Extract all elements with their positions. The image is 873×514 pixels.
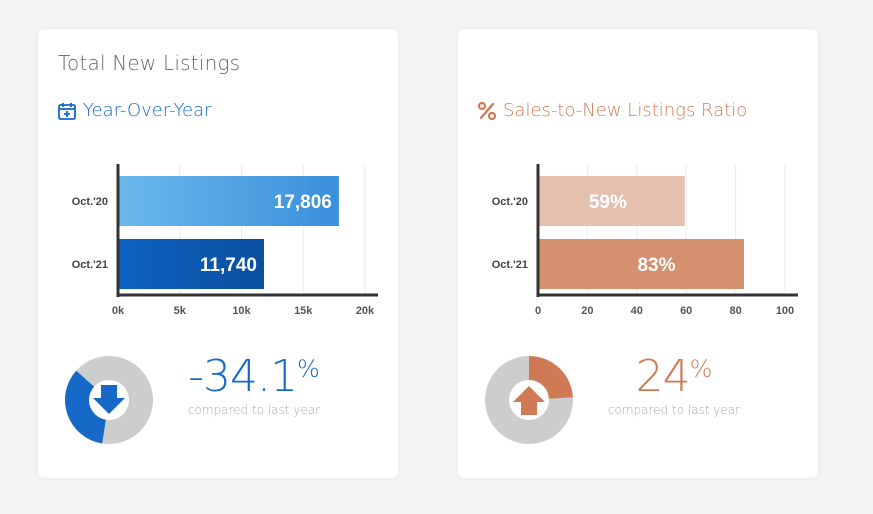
sales-ratio-card: Sales-to-New Listings Ratio Oct.'20 59% Oc… bbox=[458, 29, 818, 478]
category-label: Oct.'20 bbox=[492, 196, 528, 208]
change-number: 24 bbox=[635, 351, 691, 402]
change-gauge bbox=[485, 356, 573, 444]
change-unit: % bbox=[689, 355, 713, 383]
tick-label: 0 bbox=[535, 305, 541, 317]
tick-label: 20 bbox=[581, 305, 593, 317]
tick-label: 80 bbox=[729, 305, 741, 317]
gauge-fill bbox=[65, 370, 109, 444]
tick-label: 100 bbox=[776, 305, 794, 317]
tick-label: 0k bbox=[112, 305, 125, 317]
change-value: 24% bbox=[594, 351, 754, 402]
tick-label: 5k bbox=[174, 305, 187, 317]
tick-label: 20k bbox=[356, 305, 375, 317]
value-label: 17,806 bbox=[274, 192, 332, 213]
card-title: Total New Listings bbox=[58, 51, 241, 75]
arrow-up-icon bbox=[513, 386, 545, 415]
tick-label: 10k bbox=[232, 305, 251, 317]
total-new-listings-card: Total New Listings Year-Over-Year Oct.'2… bbox=[38, 29, 398, 478]
sales-ratio-bar-chart: Oct.'20 59% Oct.'21 83% 0 20 40 60 80 100 bbox=[492, 164, 798, 317]
tick-label: 60 bbox=[680, 305, 692, 317]
change-gauge bbox=[65, 356, 153, 444]
arrow-down-icon bbox=[93, 385, 125, 414]
subtitle: Sales-to-New Listings Ratio bbox=[477, 100, 747, 121]
calendar-plus-icon bbox=[58, 102, 76, 120]
change-number: -34.1 bbox=[188, 351, 298, 402]
change-value: -34.1% bbox=[174, 351, 334, 402]
new-listings-bar-chart: Oct.'20 17,806 Oct.'21 11,740 0k 5k 10k 15k 20k bbox=[72, 164, 378, 317]
bar-oct20 bbox=[539, 176, 685, 226]
percent-icon bbox=[477, 101, 497, 120]
tick-label: 15k bbox=[294, 305, 313, 317]
bar-oct21 bbox=[539, 239, 745, 289]
category-label: Oct.'21 bbox=[72, 259, 108, 271]
subtitle: Year-Over-Year bbox=[57, 100, 212, 121]
value-label: 11,740 bbox=[200, 255, 257, 276]
change-unit: % bbox=[297, 355, 320, 383]
value-label: 59% bbox=[589, 192, 627, 213]
tick-label: 40 bbox=[631, 305, 643, 317]
category-label: Oct.'21 bbox=[492, 259, 528, 271]
category-label: Oct.'20 bbox=[72, 196, 108, 208]
subtitle-label: Sales-to-New Listings Ratio bbox=[503, 100, 748, 121]
value-label: 83% bbox=[637, 255, 675, 276]
compare-text: compared to last year bbox=[607, 403, 741, 417]
bar-oct21 bbox=[119, 239, 264, 289]
bar-oct20 bbox=[119, 176, 339, 226]
compare-text: compared to last year bbox=[187, 403, 321, 417]
subtitle-label: Year-Over-Year bbox=[83, 100, 212, 121]
